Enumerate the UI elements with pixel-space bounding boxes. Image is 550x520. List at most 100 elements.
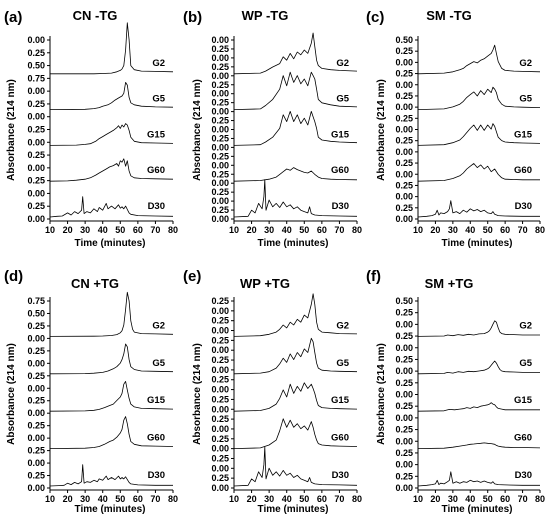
x-tick-label: 70 — [150, 494, 160, 504]
trace-g2 — [417, 44, 541, 75]
x-tick-label: 10 — [413, 225, 423, 235]
x-axis-title: Time (minutes) — [442, 504, 513, 515]
x-tick-label: 50 — [115, 494, 125, 504]
x-tick-label: 40 — [465, 225, 475, 235]
trace-g15 — [417, 402, 540, 412]
x-tick-label: 30 — [80, 494, 90, 504]
x-tick-label: 70 — [150, 225, 160, 235]
trace-label: G15 — [514, 129, 533, 140]
y-tick-label: 0.00 — [211, 196, 229, 206]
y-tick-label: 0.00 — [27, 458, 45, 468]
trace-g5 — [417, 86, 541, 110]
y-tick-label: 0.25 — [211, 187, 229, 197]
x-tick-label: 80 — [535, 494, 545, 504]
x-tick-label: 50 — [299, 225, 309, 235]
y-tick-label: 0.25 — [211, 205, 229, 215]
x-tick-label: 30 — [264, 225, 274, 235]
trace-label: D30 — [515, 470, 532, 481]
x-tick-label: 80 — [168, 494, 178, 504]
y-tick-label: 0.25 — [27, 48, 45, 58]
y-tick-label: 0.00 — [27, 483, 45, 493]
trace-g60 — [49, 416, 174, 449]
y-tick-label: 0.25 — [211, 133, 229, 143]
x-tick-label: 80 — [352, 494, 362, 504]
x-tick-label: 20 — [63, 225, 73, 235]
y-tick-label: 0.00 — [211, 53, 229, 63]
y-tick-label: 0.75 — [27, 73, 45, 83]
x-axis-title: Time (minutes) — [442, 238, 513, 249]
panel-label: (b) — [183, 9, 202, 26]
y-tick-label: 0.00 — [395, 483, 413, 493]
y-tick-label: 0.25 — [395, 113, 413, 123]
x-tick-label: 70 — [334, 225, 344, 235]
y-tick-label: 0.00 — [211, 71, 229, 81]
y-tick-label: 0.25 — [27, 446, 45, 456]
trace-g5 — [49, 343, 174, 375]
y-tick-label: 0.00 — [395, 319, 413, 329]
trace-g60 — [417, 163, 540, 182]
y-tick-label: 0.00 — [211, 306, 229, 316]
trace-g60 — [233, 167, 358, 182]
panel-a: (a) CN -TG Absorbance (214 nm) Time (minute… — [4, 8, 178, 249]
x-tick-label: 10 — [45, 225, 55, 235]
trace-label: G2 — [336, 58, 349, 69]
y-tick-label: 0.25 — [395, 471, 413, 481]
y-tick-label: 0.25 — [211, 355, 229, 365]
y-tick-label: 0.00 — [211, 107, 229, 117]
y-tick-label: 0.25 — [395, 203, 413, 213]
y-tick-label: 0.00 — [211, 483, 229, 493]
y-tick-label: 0.25 — [27, 125, 45, 135]
y-tick-label: 0.00 — [27, 86, 45, 96]
y-axis-title: Absorbance (214 nm) — [6, 343, 17, 445]
panel-title: WP -TG — [242, 8, 289, 23]
y-tick-label: 0.00 — [211, 463, 229, 473]
x-tick-label: 10 — [413, 494, 423, 504]
y-tick-label: 0.00 — [211, 142, 229, 152]
trace-label: G5 — [152, 358, 165, 369]
panel-f: (f) SM +TG Absorbance (214 nm) Time (minute… — [366, 268, 545, 515]
trace-label: G5 — [519, 94, 532, 105]
trace-d30 — [233, 179, 358, 218]
y-tick-label: 0.75 — [27, 296, 45, 306]
y-tick-label: 0.00 — [395, 125, 413, 135]
y-tick-label: 0.00 — [27, 163, 45, 173]
x-axis-title: Time (minutes) — [258, 238, 329, 249]
panel-label: (f) — [366, 268, 381, 285]
trace-label: G15 — [331, 395, 350, 406]
x-tick-label: 40 — [282, 225, 292, 235]
y-tick-label: 0.25 — [211, 316, 229, 326]
y-tick-label: 0.00 — [395, 147, 413, 157]
x-tick-label: 20 — [430, 225, 440, 235]
trace-label: D30 — [148, 470, 165, 481]
x-tick-label: 30 — [264, 494, 274, 504]
y-tick-label: 0.25 — [211, 151, 229, 161]
y-tick-label: 0.00 — [395, 390, 413, 400]
trace-label: D30 — [332, 470, 349, 481]
y-tick-label: 0.00 — [27, 333, 45, 343]
trace-label: G15 — [331, 129, 350, 140]
y-tick-label: 0.25 — [395, 448, 413, 458]
y-tick-label: 0.00 — [395, 460, 413, 470]
y-axis-title: Absorbance (214 nm) — [192, 79, 203, 181]
trace-label: G60 — [331, 165, 349, 176]
y-tick-label: 0.25 — [395, 46, 413, 56]
y-tick-label: 0.25 — [395, 378, 413, 388]
y-tick-label: 0.00 — [395, 343, 413, 353]
y-tick-label: 0.25 — [211, 414, 229, 424]
x-tick-label: 40 — [98, 494, 108, 504]
x-axis-title: Time (minutes) — [75, 504, 146, 515]
trace-g2 — [417, 320, 540, 337]
x-tick-label: 70 — [518, 225, 528, 235]
trace-g5 — [49, 82, 174, 110]
y-tick-label: 0.00 — [27, 433, 45, 443]
x-tick-label: 60 — [500, 225, 510, 235]
y-tick-label: 0.25 — [395, 91, 413, 101]
x-axis-title: Time (minutes) — [258, 504, 329, 515]
y-tick-label: 0.25 — [27, 201, 45, 211]
trace-g60 — [233, 418, 358, 449]
panel-b: (b) WP -TG Absorbance (214 nm) Time (minute… — [183, 8, 362, 249]
trace-label: D30 — [332, 201, 349, 212]
y-tick-label: 0.25 — [27, 99, 45, 109]
trace-label: G5 — [519, 358, 532, 369]
